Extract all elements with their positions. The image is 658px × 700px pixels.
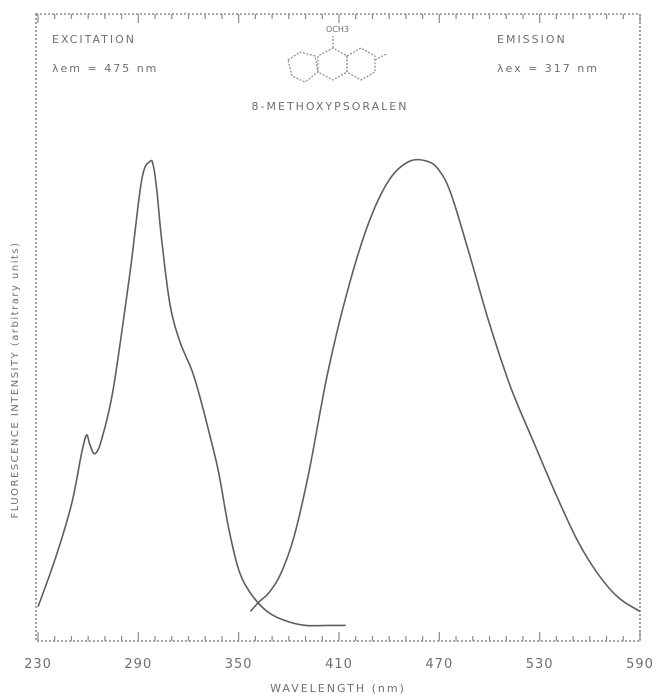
bottom-tick-marks <box>37 632 641 641</box>
emission-title: EMISSION <box>497 33 567 46</box>
emission-series-line <box>249 158 641 613</box>
excitation-title: EXCITATION <box>52 33 136 46</box>
emission-param: λex = 317 nm <box>497 62 599 75</box>
x-tick-label: 290 <box>124 657 152 672</box>
y-axis-label: FLUORESCENCE INTENSITY (arbitrary units) <box>10 241 21 518</box>
compound-name: 8-METHOXYPSORALEN <box>252 100 409 113</box>
x-tick-label: 590 <box>626 657 654 672</box>
x-tick-label: 410 <box>325 657 353 672</box>
x-tick-label: 470 <box>425 657 453 672</box>
plot-frame <box>35 13 641 642</box>
x-tick-label: 230 <box>24 657 52 672</box>
excitation-param: λem = 475 nm <box>52 62 158 75</box>
series-layer <box>37 158 641 627</box>
x-tick-label: 350 <box>225 657 253 672</box>
molecule-substituent-label: OCH3 <box>326 25 349 34</box>
top-tick-marks <box>37 14 641 23</box>
x-tick-labels: 230 290 350 410 470 530 590 <box>24 657 654 672</box>
excitation-series-line <box>37 159 346 627</box>
molecule-structure-drawing: OCH3 <box>287 25 387 83</box>
x-tick-label: 530 <box>526 657 554 672</box>
x-axis-label: WAVELENGTH (nm) <box>270 682 406 695</box>
